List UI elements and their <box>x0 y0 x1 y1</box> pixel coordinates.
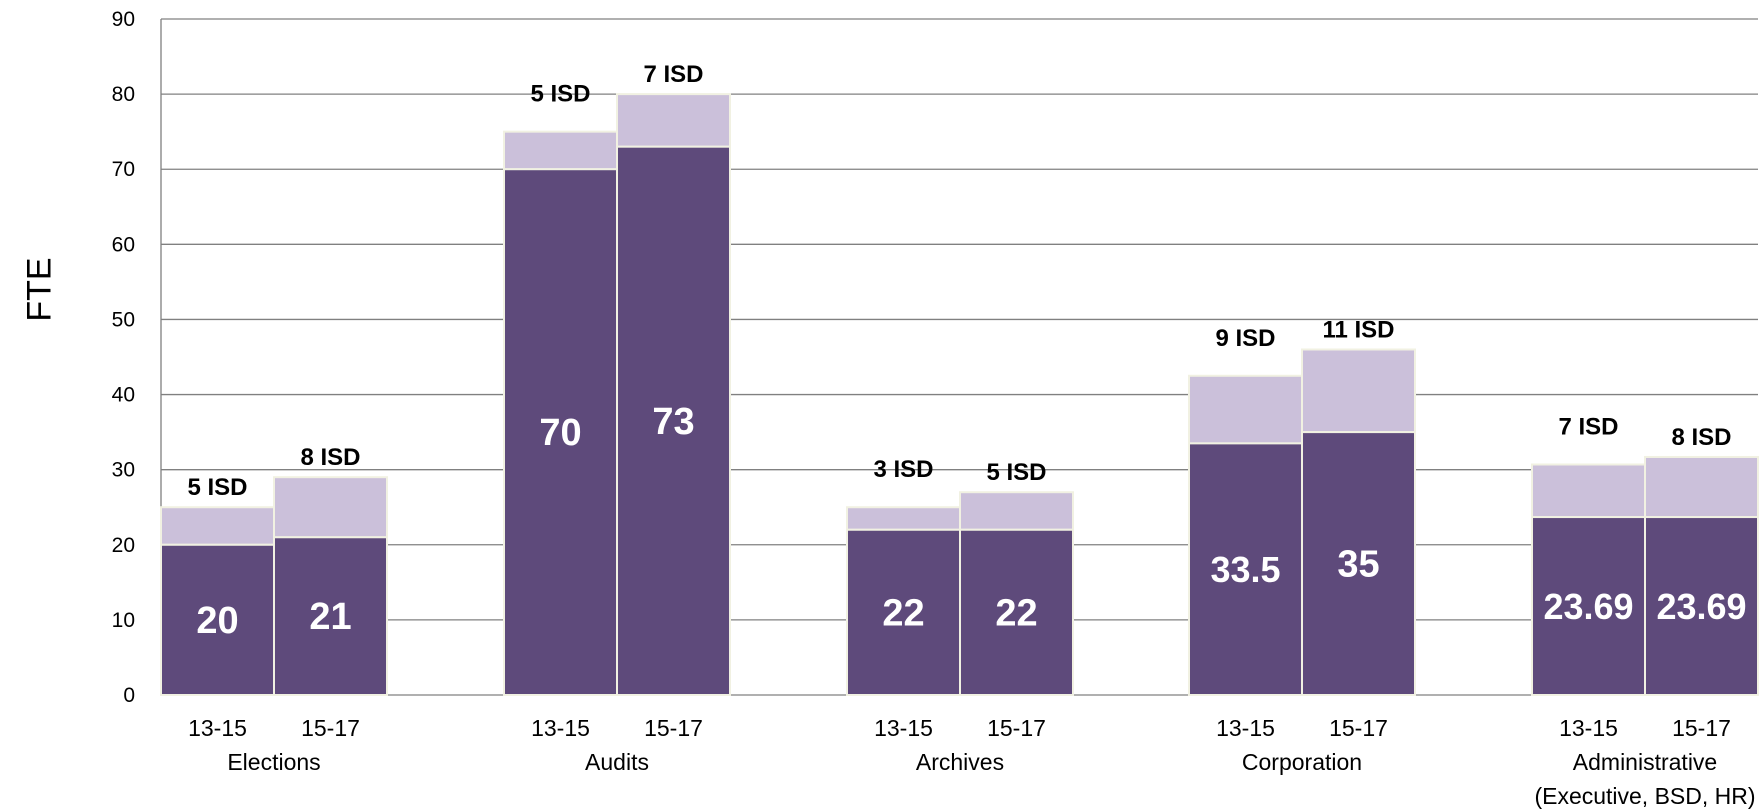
y-tick-label: 20 <box>112 534 135 557</box>
bar-base-segment <box>503 168 618 696</box>
bar-base-segment <box>959 528 1074 696</box>
bar-isd-segment <box>1188 374 1303 445</box>
group-label: Archives <box>916 749 1004 775</box>
x-tick-label: 13-15 <box>874 715 933 741</box>
bar-value-label: 33.5 <box>1210 549 1280 590</box>
bar-value-label: 70 <box>539 412 581 454</box>
bar-base-segment <box>273 536 388 696</box>
bars <box>160 93 1759 696</box>
isd-label: 5 ISD <box>530 81 590 108</box>
bar-isd-segment <box>1644 455 1759 519</box>
bar-value-label: 35 <box>1337 544 1379 586</box>
isd-label: 8 ISD <box>1671 424 1731 451</box>
bar-isd-segment <box>503 130 618 171</box>
bar-base-segment <box>616 145 731 696</box>
isd-label: 11 ISD <box>1322 316 1394 343</box>
bar-value-label: 73 <box>652 401 694 443</box>
isd-label: 8 ISD <box>300 444 360 471</box>
bar-base-segment <box>160 543 275 696</box>
bar-isd-segment <box>616 93 731 148</box>
y-tick-label: 40 <box>112 384 135 407</box>
group-label: (Executive, BSD, HR) <box>1534 783 1755 809</box>
x-tick-label: 15-17 <box>644 715 703 741</box>
x-tick-label: 13-15 <box>1216 715 1275 741</box>
isd-label: 7 ISD <box>1558 413 1618 440</box>
isd-label: 9 ISD <box>1215 325 1275 352</box>
x-tick-label: 15-17 <box>301 715 360 741</box>
isd-label: 5 ISD <box>986 459 1046 486</box>
bar-isd-segment <box>1531 463 1646 519</box>
x-tick-label: 13-15 <box>1559 715 1618 741</box>
x-tick-label: 15-17 <box>1329 715 1388 741</box>
x-axis-labels: 13-15 15-17 Elections 13-15 15-17 Audits 13-15… <box>188 715 1755 809</box>
x-tick-label: 13-15 <box>531 715 590 741</box>
isd-label: 5 ISD <box>187 474 247 501</box>
y-tick-label: 80 <box>112 83 135 106</box>
isd-label: 7 ISD <box>643 61 703 88</box>
y-axis-ticks: 0 10 20 30 40 50 60 70 80 90 <box>112 8 135 707</box>
bar-value-label: 22 <box>882 592 924 634</box>
y-tick-label: 90 <box>112 8 135 31</box>
bar-base-segment <box>1301 431 1416 696</box>
bar-value-label: 23.69 <box>1543 586 1633 627</box>
bar-value-label: 20 <box>196 600 238 642</box>
y-tick-label: 0 <box>123 684 135 707</box>
bar-value-label: 22 <box>995 592 1037 634</box>
group-label: Elections <box>227 749 320 775</box>
gridlines <box>160 18 1758 696</box>
bar-base-segment <box>1531 516 1646 696</box>
x-tick-label: 13-15 <box>188 715 247 741</box>
y-tick-label: 60 <box>112 233 135 256</box>
bar-isd-segment <box>273 476 388 539</box>
group-label: Administrative <box>1573 749 1717 775</box>
x-tick-label: 15-17 <box>987 715 1046 741</box>
bar-base-segment <box>1188 442 1303 696</box>
y-tick-label: 30 <box>112 459 135 482</box>
bar-isd-segment <box>160 506 275 546</box>
group-label: Audits <box>585 749 649 775</box>
bar-base-segment <box>1644 516 1759 696</box>
group-label: Corporation <box>1242 749 1362 775</box>
y-tick-label: 50 <box>112 308 135 331</box>
y-tick-label: 70 <box>112 158 135 181</box>
bar-isd-segment <box>959 491 1074 531</box>
bar-base-segment <box>846 528 961 696</box>
bar-isd-segment <box>846 506 961 531</box>
bar-isd-segment <box>1301 348 1416 434</box>
x-tick-label: 15-17 <box>1672 715 1731 741</box>
isd-label: 3 ISD <box>873 456 933 483</box>
y-tick-label: 10 <box>112 609 135 632</box>
bar-value-label: 23.69 <box>1656 586 1746 627</box>
bar-value-label: 21 <box>309 596 351 638</box>
bar-labels: 20 5 ISD 21 8 ISD 70 5 ISD 73 7 ISD 22 3 ISD 22 5 I… <box>187 61 1746 642</box>
